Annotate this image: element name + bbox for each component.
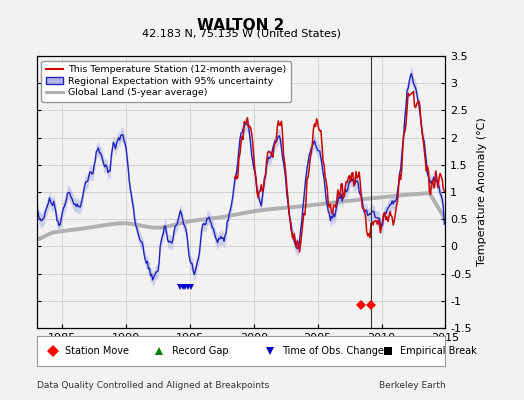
Text: Record Gap: Record Gap xyxy=(171,346,228,356)
Text: WALTON 2: WALTON 2 xyxy=(198,18,285,33)
Text: 42.183 N, 75.135 W (United States): 42.183 N, 75.135 W (United States) xyxy=(141,28,341,38)
Text: Data Quality Controlled and Aligned at Breakpoints: Data Quality Controlled and Aligned at B… xyxy=(37,381,269,390)
Legend: This Temperature Station (12-month average), Regional Expectation with 95% uncer: This Temperature Station (12-month avera… xyxy=(41,61,291,102)
Text: Empirical Break: Empirical Break xyxy=(400,346,477,356)
Text: Time of Obs. Change: Time of Obs. Change xyxy=(282,346,384,356)
Text: Berkeley Earth: Berkeley Earth xyxy=(379,381,445,390)
Y-axis label: Temperature Anomaly (°C): Temperature Anomaly (°C) xyxy=(477,118,487,266)
Text: Station Move: Station Move xyxy=(66,346,129,356)
